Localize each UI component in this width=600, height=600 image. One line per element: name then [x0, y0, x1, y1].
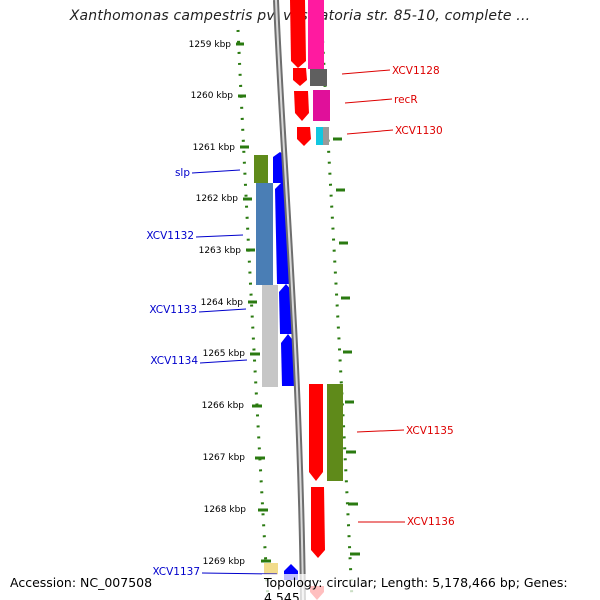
gene-xcv1137	[264, 563, 278, 575]
gene-arrow-red	[297, 127, 311, 146]
gene-arrow-red	[290, 0, 306, 68]
reverse-genes	[254, 152, 298, 580]
label-xcv1132: XCV1132	[146, 230, 194, 242]
label-xcv1137: XCV1137	[152, 566, 200, 578]
gene-cyan	[316, 127, 323, 145]
tick-label: 1264 kbp	[201, 298, 244, 308]
forward-labels: XCV1128 recR XCV1130 XCV1135 XCV1136	[341, 65, 455, 528]
reverse-labels: slp XCV1132 XCV1133 XCV1134 XCV1137	[146, 167, 278, 578]
tick-label: 1266 kbp	[202, 401, 245, 411]
gene-xcv1132	[256, 183, 273, 285]
label-xcv1136: XCV1136	[407, 516, 455, 528]
tick-label: 1265 kbp	[203, 349, 246, 359]
label-xcv1128: XCV1128	[392, 65, 440, 77]
gene-arrow-red	[293, 68, 307, 86]
label-xcv1133: XCV1133	[149, 304, 197, 316]
tick-labels: 1259 kbp 1260 kbp 1261 kbp 1262 kbp 1263…	[189, 40, 247, 567]
gene-grey	[310, 69, 327, 86]
gene-xcv1136-arrow	[311, 487, 325, 558]
gene-slp	[254, 155, 268, 183]
gene-xcv1135-arrow	[309, 384, 323, 481]
major-ticks	[236, 42, 360, 563]
label-xcv1135: XCV1135	[406, 425, 454, 437]
gene-olive	[327, 384, 343, 481]
tick-label: 1260 kbp	[191, 91, 234, 101]
label-xcv1134: XCV1134	[150, 355, 198, 367]
gene-grey-small	[323, 127, 329, 145]
gene-xcv1133-1134	[262, 285, 278, 387]
gene-arrow-red	[294, 91, 309, 121]
tick-label: 1263 kbp	[199, 246, 242, 256]
tick-label: 1262 kbp	[196, 194, 239, 204]
genome-summary-text: Topology: circular; Length: 5,178,466 bp…	[262, 574, 600, 600]
forward-genes	[290, 0, 343, 600]
backbone-highlight	[275, 0, 304, 600]
label-xcv1130: XCV1130	[395, 125, 443, 137]
tick-label: 1268 kbp	[204, 505, 247, 515]
accession-text: Accession: NC_007508	[8, 574, 155, 591]
label-slp: slp	[175, 167, 190, 179]
gene-pink	[308, 0, 324, 69]
gene-recr	[313, 90, 330, 121]
tick-label: 1261 kbp	[193, 143, 236, 153]
tick-label: 1269 kbp	[203, 557, 246, 567]
tick-label: 1259 kbp	[189, 40, 232, 50]
tick-label: 1267 kbp	[203, 453, 246, 463]
label-recr: recR	[394, 94, 418, 106]
